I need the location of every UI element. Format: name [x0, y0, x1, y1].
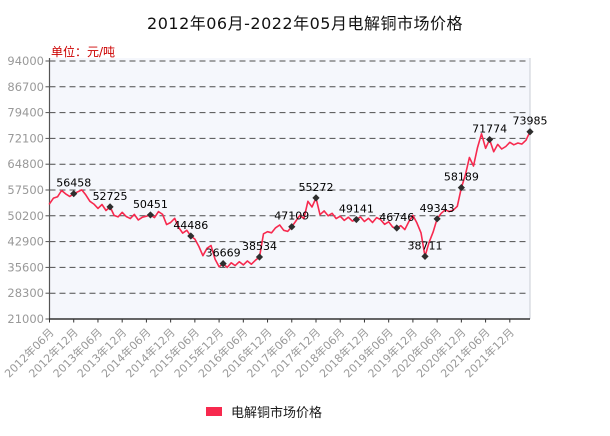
point-label: 47109 [274, 210, 309, 223]
y-tick-label: 21000 [7, 312, 44, 326]
point-label: 46746 [379, 211, 414, 224]
point-marker [486, 135, 494, 144]
legend-label: 电解铜市场价格 [231, 406, 323, 421]
y-tick-label: 57500 [7, 183, 44, 197]
point-label: 71774 [472, 123, 507, 136]
y-tick-label: 86700 [7, 80, 44, 94]
point-label: 58189 [444, 171, 479, 184]
point-marker [433, 215, 441, 223]
point-label: 44486 [173, 219, 208, 232]
point-marker [187, 232, 195, 240]
unit-label: 单位：元/吨 [51, 44, 115, 59]
point-marker [393, 224, 401, 232]
y-tick-label: 42900 [7, 235, 44, 249]
y-tick-label: 64800 [7, 157, 44, 171]
legend: 电解铜市场价格 [206, 402, 322, 421]
point-label: 52725 [93, 190, 128, 203]
point-marker [106, 203, 114, 211]
y-tick-label: 72100 [7, 131, 44, 145]
legend-swatch-icon [206, 407, 222, 416]
point-label: 49141 [339, 203, 374, 216]
point-label: 56458 [56, 177, 91, 190]
point-label: 55272 [298, 181, 333, 194]
y-tick-label: 50200 [7, 209, 44, 223]
plot-area [49, 58, 530, 319]
price-series-line [48, 130, 531, 269]
point-marker [457, 183, 465, 192]
chart-title: 2012年06月-2022年05月电解铜市场价格 [147, 14, 463, 33]
point-label: 49343 [420, 202, 455, 215]
point-marker [288, 223, 296, 231]
y-tick-label: 79400 [7, 106, 44, 120]
point-marker [70, 190, 78, 198]
point-label: 36669 [206, 247, 241, 260]
point-label: 38711 [408, 239, 443, 252]
point-marker [255, 253, 264, 261]
point-label: 73985 [513, 115, 548, 128]
point-marker [526, 128, 534, 136]
point-marker [421, 252, 429, 261]
point-label: 38534 [242, 240, 277, 253]
y-tick-label: 28300 [7, 286, 44, 300]
point-marker [146, 211, 155, 219]
point-marker [352, 215, 360, 224]
y-tick-label: 94000 [7, 54, 44, 68]
price-line-chart: 94000 86700 79400 72100 64800 57500 50200 42900… [1, 44, 548, 380]
point-label: 50451 [133, 198, 168, 211]
point-marker [312, 194, 320, 202]
y-tick-label: 35600 [7, 260, 44, 274]
point-marker [219, 260, 227, 268]
